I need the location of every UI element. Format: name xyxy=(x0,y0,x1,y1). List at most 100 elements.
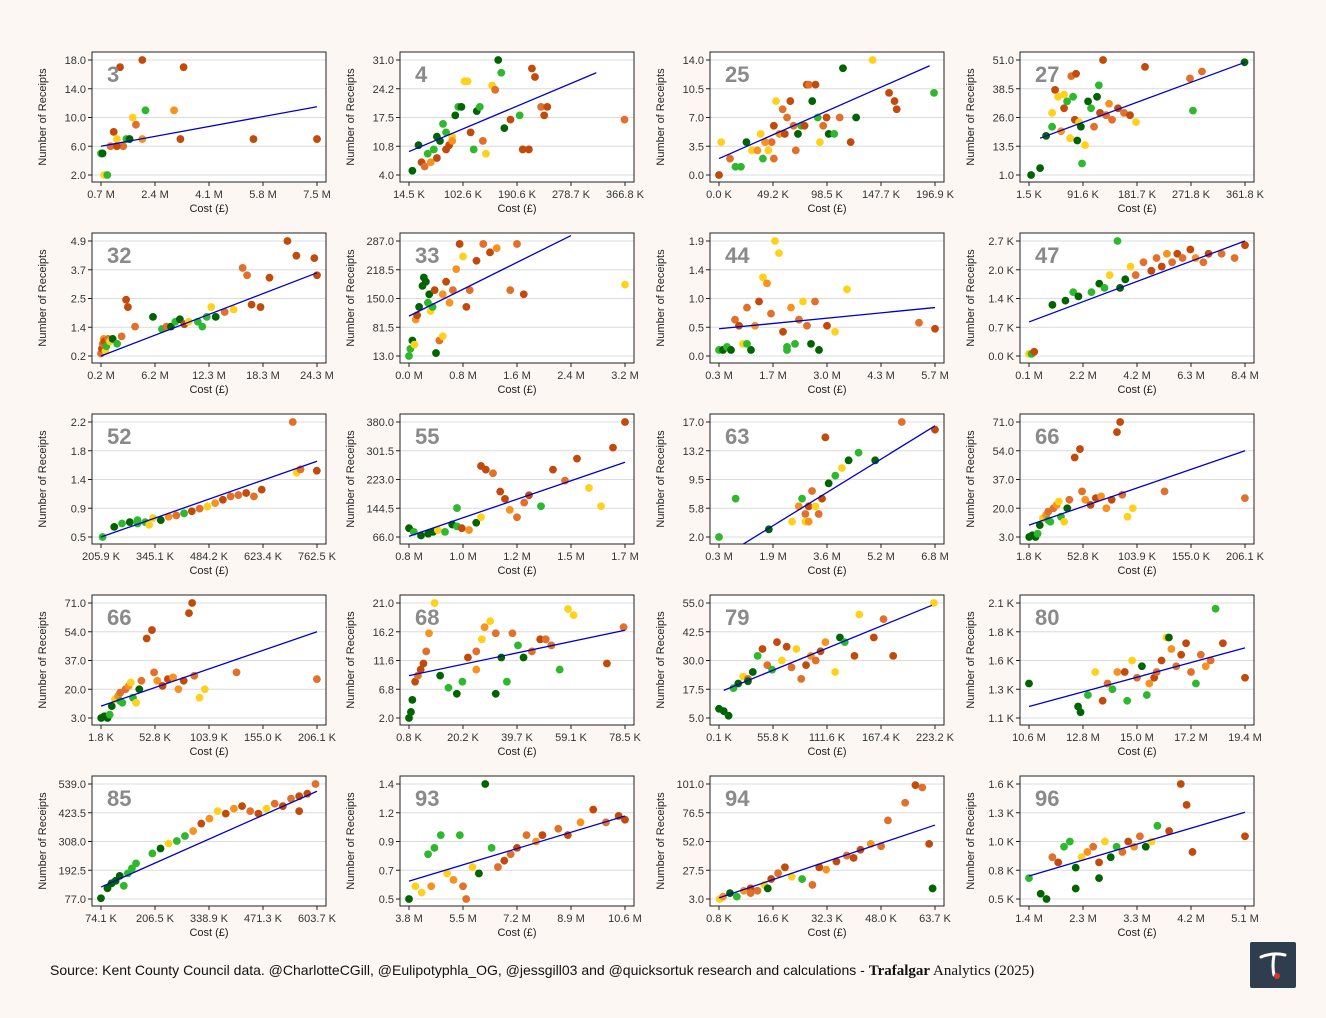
data-point xyxy=(310,254,319,263)
data-point xyxy=(1186,74,1194,83)
data-point xyxy=(247,300,256,309)
data-point xyxy=(213,807,222,816)
data-point xyxy=(226,492,235,501)
data-point xyxy=(243,271,251,280)
data-point xyxy=(119,881,128,890)
data-point xyxy=(885,88,893,97)
data-point xyxy=(576,818,585,827)
data-point xyxy=(502,677,511,686)
data-point xyxy=(452,265,461,274)
data-point xyxy=(543,102,552,111)
y-tick-label: 27.5 xyxy=(683,865,704,877)
x-tick-label: 78.5 K xyxy=(609,732,641,744)
y-tick-label: 2.0 xyxy=(71,170,86,182)
data-point xyxy=(831,327,839,336)
data-point xyxy=(1139,258,1148,267)
points xyxy=(1025,780,1249,903)
data-point xyxy=(103,171,112,179)
y-tick-label: 0.0 xyxy=(689,170,704,182)
data-point xyxy=(443,869,452,878)
x-tick-label: 111.6 K xyxy=(809,732,846,744)
data-point xyxy=(132,698,141,707)
data-point xyxy=(743,303,751,312)
data-point xyxy=(407,708,415,716)
data-point xyxy=(174,685,183,694)
data-point xyxy=(1060,517,1069,526)
data-point xyxy=(491,629,500,638)
data-point xyxy=(855,610,864,619)
data-point xyxy=(432,349,440,357)
data-point xyxy=(425,629,433,638)
data-point xyxy=(462,895,471,903)
data-point xyxy=(113,339,122,348)
data-point xyxy=(438,332,447,341)
data-point xyxy=(459,252,467,261)
y-tick-label: 1.4 xyxy=(71,322,86,334)
data-point xyxy=(1112,842,1121,851)
data-point xyxy=(492,244,501,253)
panel-96: 0.5 K 0.8 K 1.0 K 1.3 K 1.6 K 1.4 M 2.3 M 3.3 M… xyxy=(965,775,1259,939)
data-point xyxy=(515,111,524,120)
x-axis-label: Cost (£) xyxy=(807,565,846,577)
x-tick-label: 6.8 M xyxy=(921,551,949,563)
plot-frame xyxy=(91,594,327,726)
x-tick-label: 49.2 K xyxy=(757,189,789,201)
data-point xyxy=(1063,97,1071,106)
x-tick-label: 18.3 M xyxy=(246,370,280,382)
y-tick-label: 20.0 xyxy=(993,503,1014,515)
y-tick-label: 1.3 K xyxy=(988,684,1014,696)
x-tick-label: 206.1 K xyxy=(1226,551,1265,563)
panel-68: 2.0 6.8 11.6 16.2 21.0 0.8 K 20.2 K 39.7 K 59.1 … xyxy=(345,594,642,758)
data-point xyxy=(823,321,831,330)
data-point xyxy=(169,673,178,682)
data-point xyxy=(775,249,783,258)
data-point xyxy=(474,869,483,878)
data-point xyxy=(753,652,762,660)
y-tick-label: 539.0 xyxy=(58,779,86,791)
data-point xyxy=(795,315,803,324)
data-point xyxy=(748,668,757,676)
data-point xyxy=(303,789,312,798)
data-point xyxy=(811,502,820,511)
data-point xyxy=(132,859,140,868)
data-point xyxy=(1100,283,1109,292)
data-point xyxy=(1065,495,1074,504)
data-point xyxy=(1099,56,1107,64)
y-tick-label: 2.0 K xyxy=(988,265,1014,277)
data-point xyxy=(514,641,522,650)
x-tick-label: 14.5 K xyxy=(393,189,425,201)
data-point xyxy=(555,665,564,674)
data-point xyxy=(541,635,550,644)
y-tick-label: 1.4 K xyxy=(988,294,1014,306)
data-point xyxy=(781,863,789,872)
data-point xyxy=(220,308,229,316)
data-point xyxy=(439,119,447,128)
data-point xyxy=(748,146,756,155)
data-point xyxy=(549,465,557,474)
data-point xyxy=(573,454,581,463)
data-point xyxy=(497,68,506,77)
data-point xyxy=(522,831,531,840)
x-tick-label: 5.2 M xyxy=(867,551,895,563)
y-axis-label: Number of Receipts xyxy=(655,792,667,890)
data-point xyxy=(481,465,490,474)
data-point xyxy=(1188,848,1197,856)
data-point xyxy=(1121,275,1130,284)
x-tick-label: 0.0 K xyxy=(706,189,732,201)
data-point xyxy=(232,668,241,677)
data-point xyxy=(1048,109,1056,117)
data-point xyxy=(172,837,181,845)
data-point xyxy=(250,492,258,501)
data-point xyxy=(482,149,490,158)
data-point xyxy=(755,297,763,306)
y-axis-label: Number of Receipts xyxy=(345,430,357,528)
data-point xyxy=(773,638,781,646)
panel-label: 63 xyxy=(725,424,749,449)
points xyxy=(405,240,629,360)
data-point xyxy=(1106,853,1115,862)
data-point xyxy=(758,154,767,163)
x-tick-label: 59.1 K xyxy=(555,732,587,744)
data-point xyxy=(442,145,450,154)
data-point xyxy=(774,869,782,878)
y-tick-label: 37.0 xyxy=(65,656,86,668)
